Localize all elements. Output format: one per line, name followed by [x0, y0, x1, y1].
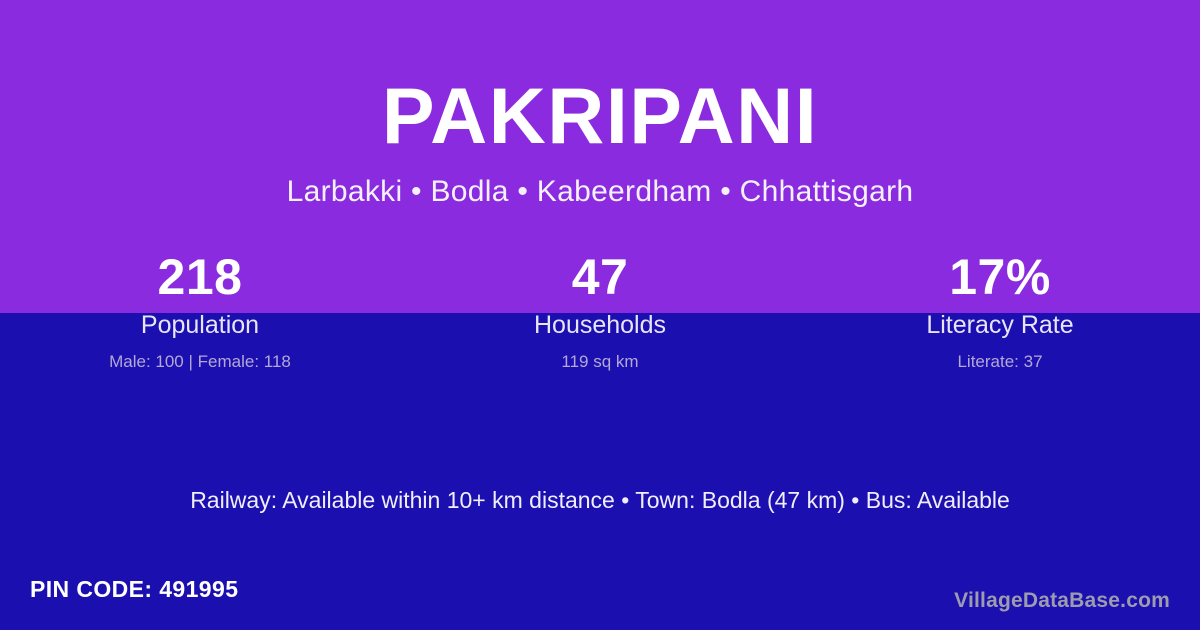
page-title: PAKRIPANI — [381, 71, 819, 160]
card-header: PAKRIPANI Larbakki • Bodla • Kabeerdham … — [0, 0, 1200, 207]
purple-header-band — [0, 0, 1200, 313]
stat-label-households: Households — [533, 311, 667, 339]
stat-card-households: 47 Households 119 sq km — [400, 250, 800, 371]
stat-card-literacy-rate: 17% Literacy Rate Literate: 37 — [800, 250, 1200, 371]
stat-value-population: 218 — [157, 249, 243, 305]
stats-row: 218 Population Male: 100 | Female: 118 4… — [0, 250, 1200, 371]
site-brand: VillageDataBase.com — [954, 589, 1170, 612]
stat-value-households: 47 — [571, 249, 629, 305]
stat-sub-households: 119 sq km — [561, 351, 639, 371]
stat-label-literacy-rate: Literacy Rate — [926, 311, 1074, 339]
stat-sub-population: Male: 100 | Female: 118 — [109, 351, 291, 371]
stat-label-population: Population — [140, 311, 260, 339]
breadcrumb: Larbakki • Bodla • Kabeerdham • Chhattis… — [286, 175, 914, 208]
stat-card-population: 218 Population Male: 100 | Female: 118 — [0, 250, 400, 371]
stat-value-literacy-rate: 17% — [949, 249, 1051, 305]
stat-sub-literacy-rate: Literate: 37 — [957, 351, 1043, 371]
pin-code: PIN CODE: 491995 — [30, 576, 239, 602]
infrastructure-summary: Railway: Available within 10+ km distanc… — [190, 487, 1010, 513]
